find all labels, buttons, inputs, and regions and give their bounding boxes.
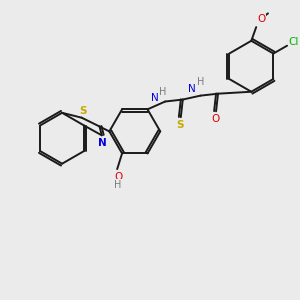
Text: H: H [197,77,204,87]
Text: Cl: Cl [289,37,299,47]
Text: O: O [114,172,122,182]
Text: H: H [115,180,122,190]
Text: O: O [211,114,219,124]
Text: N: N [188,84,196,94]
Text: S: S [176,120,184,130]
Text: N: N [152,93,159,103]
Text: N: N [98,138,107,148]
Text: H: H [158,87,166,97]
Text: O: O [257,14,265,24]
Text: S: S [79,106,86,116]
